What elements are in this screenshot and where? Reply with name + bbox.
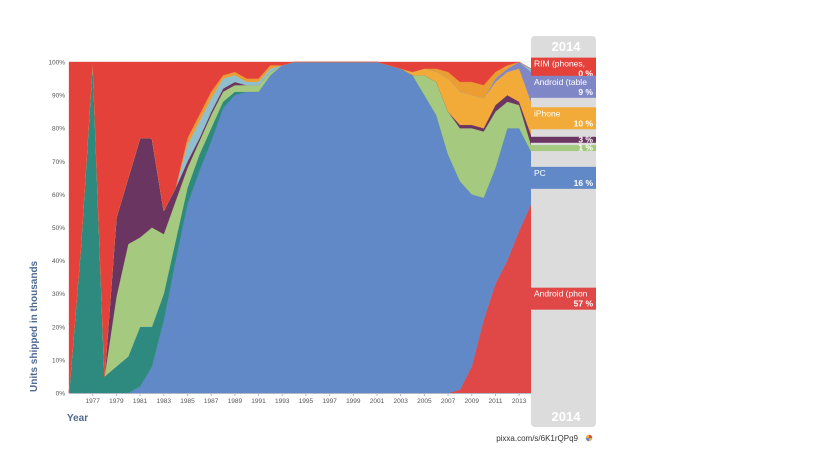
panel-label-name: RIM (phones,: [534, 59, 585, 69]
x-tick-label: 2005: [417, 398, 432, 405]
panel-label-box: [531, 57, 596, 80]
x-tick-label: 1997: [322, 398, 337, 405]
panel-label-box: [531, 136, 596, 143]
y-axis-title: Units shipped in thousands: [29, 260, 40, 392]
y-tick-label: 0%: [56, 391, 66, 398]
x-axis-ticks: 1977 1979 1981 1983 1985 1987 1989 1991 1993 1995…: [85, 393, 527, 405]
panel-label-iphone: iPhone 10 %: [531, 107, 596, 130]
panel-label-value: 10 %: [574, 118, 594, 128]
panel-label-name: iPhone: [534, 108, 561, 118]
x-tick-label: 2003: [393, 398, 408, 405]
x-tick-label: 1981: [133, 398, 148, 405]
panel-label-value: 57 %: [574, 299, 594, 309]
panel-label-value: 16 %: [574, 178, 594, 188]
x-tick-label: 1991: [251, 398, 266, 405]
panel-label-name: PC: [534, 168, 546, 178]
area-rim[interactable]: [68, 61, 532, 394]
y-tick-label: 90%: [52, 93, 65, 100]
panel-label-box: [531, 145, 596, 152]
x-tick-label: 2013: [512, 398, 527, 405]
panel-label-box: [531, 75, 596, 98]
y-tick-label: 80%: [52, 126, 65, 133]
panel-label-box: [531, 107, 596, 130]
panel-label-value: 0 %: [578, 69, 593, 79]
year-panel: 2014 2014 RIM (phones,0 % 1 %3 % Android (…: [531, 36, 596, 427]
x-tick-label: 1989: [228, 398, 243, 405]
panel-label-commodore: 1 %: [531, 143, 596, 153]
y-tick-label: 40%: [52, 258, 65, 265]
x-tick-label: 1987: [204, 398, 219, 405]
panel-label-box: [531, 166, 596, 189]
y-tick-label: 30%: [52, 291, 65, 298]
panel-label-atari: 3 %: [531, 134, 596, 144]
x-tick-label: 1999: [346, 398, 361, 405]
x-tick-label: 1979: [109, 398, 124, 405]
panel-label-value: 1 %: [578, 143, 593, 153]
panel-label-value: 3 %: [578, 134, 593, 144]
panel-label-name: Android (table: [534, 77, 587, 87]
panel-label-box: [531, 287, 596, 310]
x-tick-label: 1977: [85, 398, 100, 405]
panel-year-bottom: 2014: [552, 409, 582, 424]
x-tick-label: 1983: [157, 398, 172, 405]
pixxa-logo-icon: [585, 434, 593, 442]
x-tick-label: 2001: [370, 398, 385, 405]
source-link[interactable]: pixxa.com/s/6K1rQPq9: [496, 434, 578, 443]
area-series: [68, 61, 532, 394]
year-panel-background: [531, 36, 596, 427]
y-tick-label: 60%: [52, 192, 65, 199]
x-tick-label: 2011: [488, 398, 502, 405]
panel-year-top: 2014: [552, 39, 582, 54]
x-tick-label: 2009: [465, 398, 480, 405]
y-tick-label: 70%: [52, 159, 65, 166]
x-tick-label: 2007: [441, 398, 456, 405]
x-tick-label: 1993: [275, 398, 290, 405]
y-tick-label: 50%: [52, 225, 65, 232]
y-tick-label: 20%: [52, 324, 65, 331]
panel-label-value: 9 %: [578, 87, 593, 97]
x-axis-title: Year: [67, 413, 88, 424]
panel-label-pc: PC 16 %: [531, 166, 596, 189]
y-tick-label: 100%: [48, 60, 65, 67]
y-tick-label: 10%: [52, 357, 65, 364]
x-tick-label: 1995: [299, 398, 314, 405]
x-tick-label: 1985: [180, 398, 195, 405]
panel-label-rim: RIM (phones,0 %: [531, 57, 596, 80]
panel-label-name: Android (phon: [534, 289, 588, 299]
